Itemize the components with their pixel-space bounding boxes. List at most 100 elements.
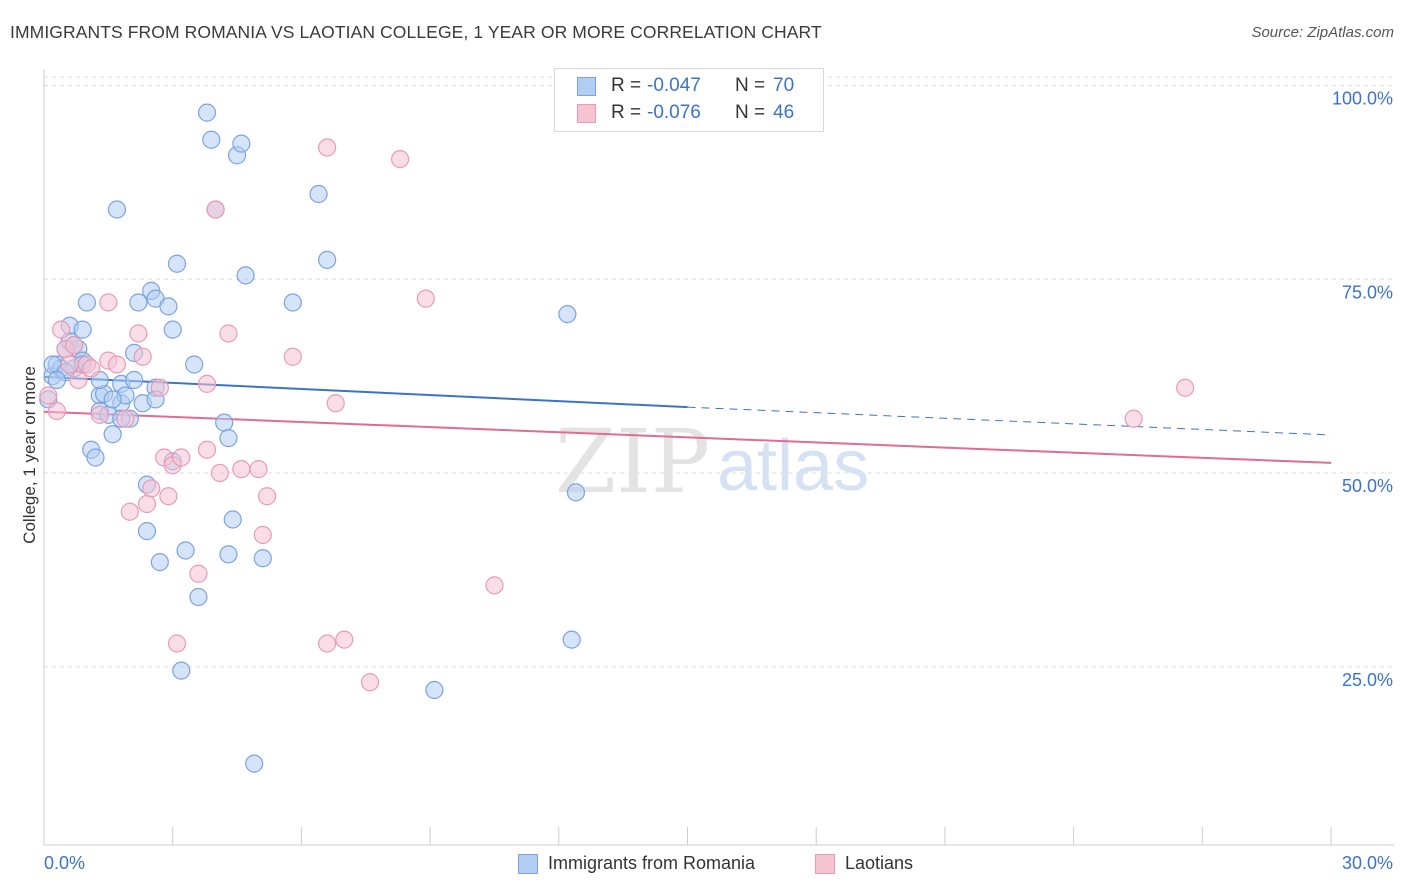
point-romania <box>245 754 264 773</box>
point-romania <box>223 510 242 529</box>
n-label: N = <box>735 102 766 123</box>
y-tick-label: 50.0% <box>1342 476 1393 496</box>
point-laotians <box>150 378 169 397</box>
point-laotians <box>133 347 152 366</box>
point-romania <box>167 254 187 273</box>
point-romania <box>219 429 238 448</box>
point-laotians <box>116 409 135 428</box>
x-tick-label: 30.0% <box>1342 853 1393 873</box>
legend-swatch-pink <box>815 854 835 874</box>
n-value: 70 <box>773 75 795 96</box>
point-laotians <box>189 564 208 583</box>
chart-title: IMMIGRANTS FROM ROMANIA VS LAOTIAN COLLE… <box>10 22 822 42</box>
point-laotians <box>137 494 157 514</box>
source-label[interactable]: Source: ZipAtlas.com <box>1251 24 1394 41</box>
point-romania <box>103 390 122 409</box>
point-romania <box>215 413 234 432</box>
point-romania <box>129 293 148 312</box>
point-laotians <box>335 630 354 649</box>
point-laotians <box>172 448 191 467</box>
point-laotians <box>206 200 225 219</box>
point-romania <box>47 370 66 390</box>
point-laotians <box>283 347 302 366</box>
point-laotians <box>219 324 238 343</box>
r-label: R = <box>611 102 642 123</box>
point-laotians <box>390 150 410 169</box>
point-romania <box>558 305 577 324</box>
point-laotians <box>90 405 109 424</box>
point-romania <box>172 661 191 680</box>
point-laotians <box>210 463 229 483</box>
point-romania <box>77 293 97 312</box>
point-romania <box>176 541 195 560</box>
point-laotians <box>197 440 217 459</box>
point-laotians <box>82 359 101 378</box>
point-laotians <box>129 324 148 343</box>
point-romania <box>232 134 251 153</box>
axes <box>43 70 1394 846</box>
point-laotians <box>47 401 66 421</box>
point-romania <box>185 355 204 374</box>
r-label: R = <box>611 75 642 96</box>
point-romania <box>163 320 182 339</box>
watermark-atlas: atlas <box>717 426 869 506</box>
point-laotians <box>232 460 251 479</box>
point-romania <box>219 545 238 564</box>
tick-labels: 25.0% 50.0% 75.0% 100.0% 0.0% 30.0% <box>44 89 1393 874</box>
data-points <box>39 103 1195 773</box>
point-romania <box>562 630 581 649</box>
y-tick-label: 25.0% <box>1342 670 1393 690</box>
point-laotians <box>99 293 118 312</box>
point-laotians <box>39 386 58 405</box>
point-laotians <box>249 460 268 479</box>
point-laotians <box>253 525 272 545</box>
point-romania <box>197 103 217 122</box>
r-value: -0.076 <box>647 102 701 123</box>
stats-swatch-blue <box>577 77 596 96</box>
r-value: -0.047 <box>647 75 701 96</box>
point-romania <box>236 266 255 285</box>
stats-box: R = -0.047 N = 70 R = -0.076 N = 46 <box>554 68 824 132</box>
point-laotians <box>318 634 337 653</box>
point-laotians <box>120 502 139 521</box>
point-laotians <box>1176 378 1195 397</box>
point-laotians <box>107 355 127 374</box>
trend-line-romania-dashed <box>687 406 1332 436</box>
n-value: 46 <box>773 102 795 123</box>
point-romania <box>124 370 144 390</box>
point-laotians <box>318 138 337 157</box>
point-romania <box>566 483 586 502</box>
point-romania <box>159 297 178 316</box>
x-tick-label: 0.0% <box>44 853 85 873</box>
point-romania <box>283 293 302 312</box>
point-romania <box>253 549 272 568</box>
point-romania <box>202 130 221 149</box>
point-laotians <box>360 673 380 692</box>
point-romania <box>189 587 208 607</box>
point-romania <box>103 425 122 444</box>
point-laotians <box>485 576 504 595</box>
point-romania <box>425 680 444 700</box>
legend-swatch-blue <box>518 854 538 874</box>
point-romania <box>309 184 328 204</box>
y-tick-label: 75.0% <box>1342 282 1393 302</box>
point-laotians <box>416 289 435 308</box>
point-laotians <box>69 370 88 390</box>
legend-label: Immigrants from Romania <box>548 853 756 873</box>
y-tick-label: 100.0% <box>1332 89 1393 109</box>
point-laotians <box>60 355 79 374</box>
point-laotians <box>326 394 345 413</box>
point-laotians <box>1124 409 1143 428</box>
point-romania <box>150 553 169 572</box>
point-laotians <box>257 487 277 506</box>
point-laotians <box>52 320 71 339</box>
point-romania <box>318 250 337 269</box>
point-romania <box>107 200 127 219</box>
trend-line-laotians <box>43 410 1332 464</box>
grid-lines <box>44 76 1394 668</box>
point-laotians <box>197 374 217 393</box>
point-romania <box>86 448 105 467</box>
legend-label: Laotians <box>845 853 914 873</box>
point-laotians <box>167 634 187 653</box>
